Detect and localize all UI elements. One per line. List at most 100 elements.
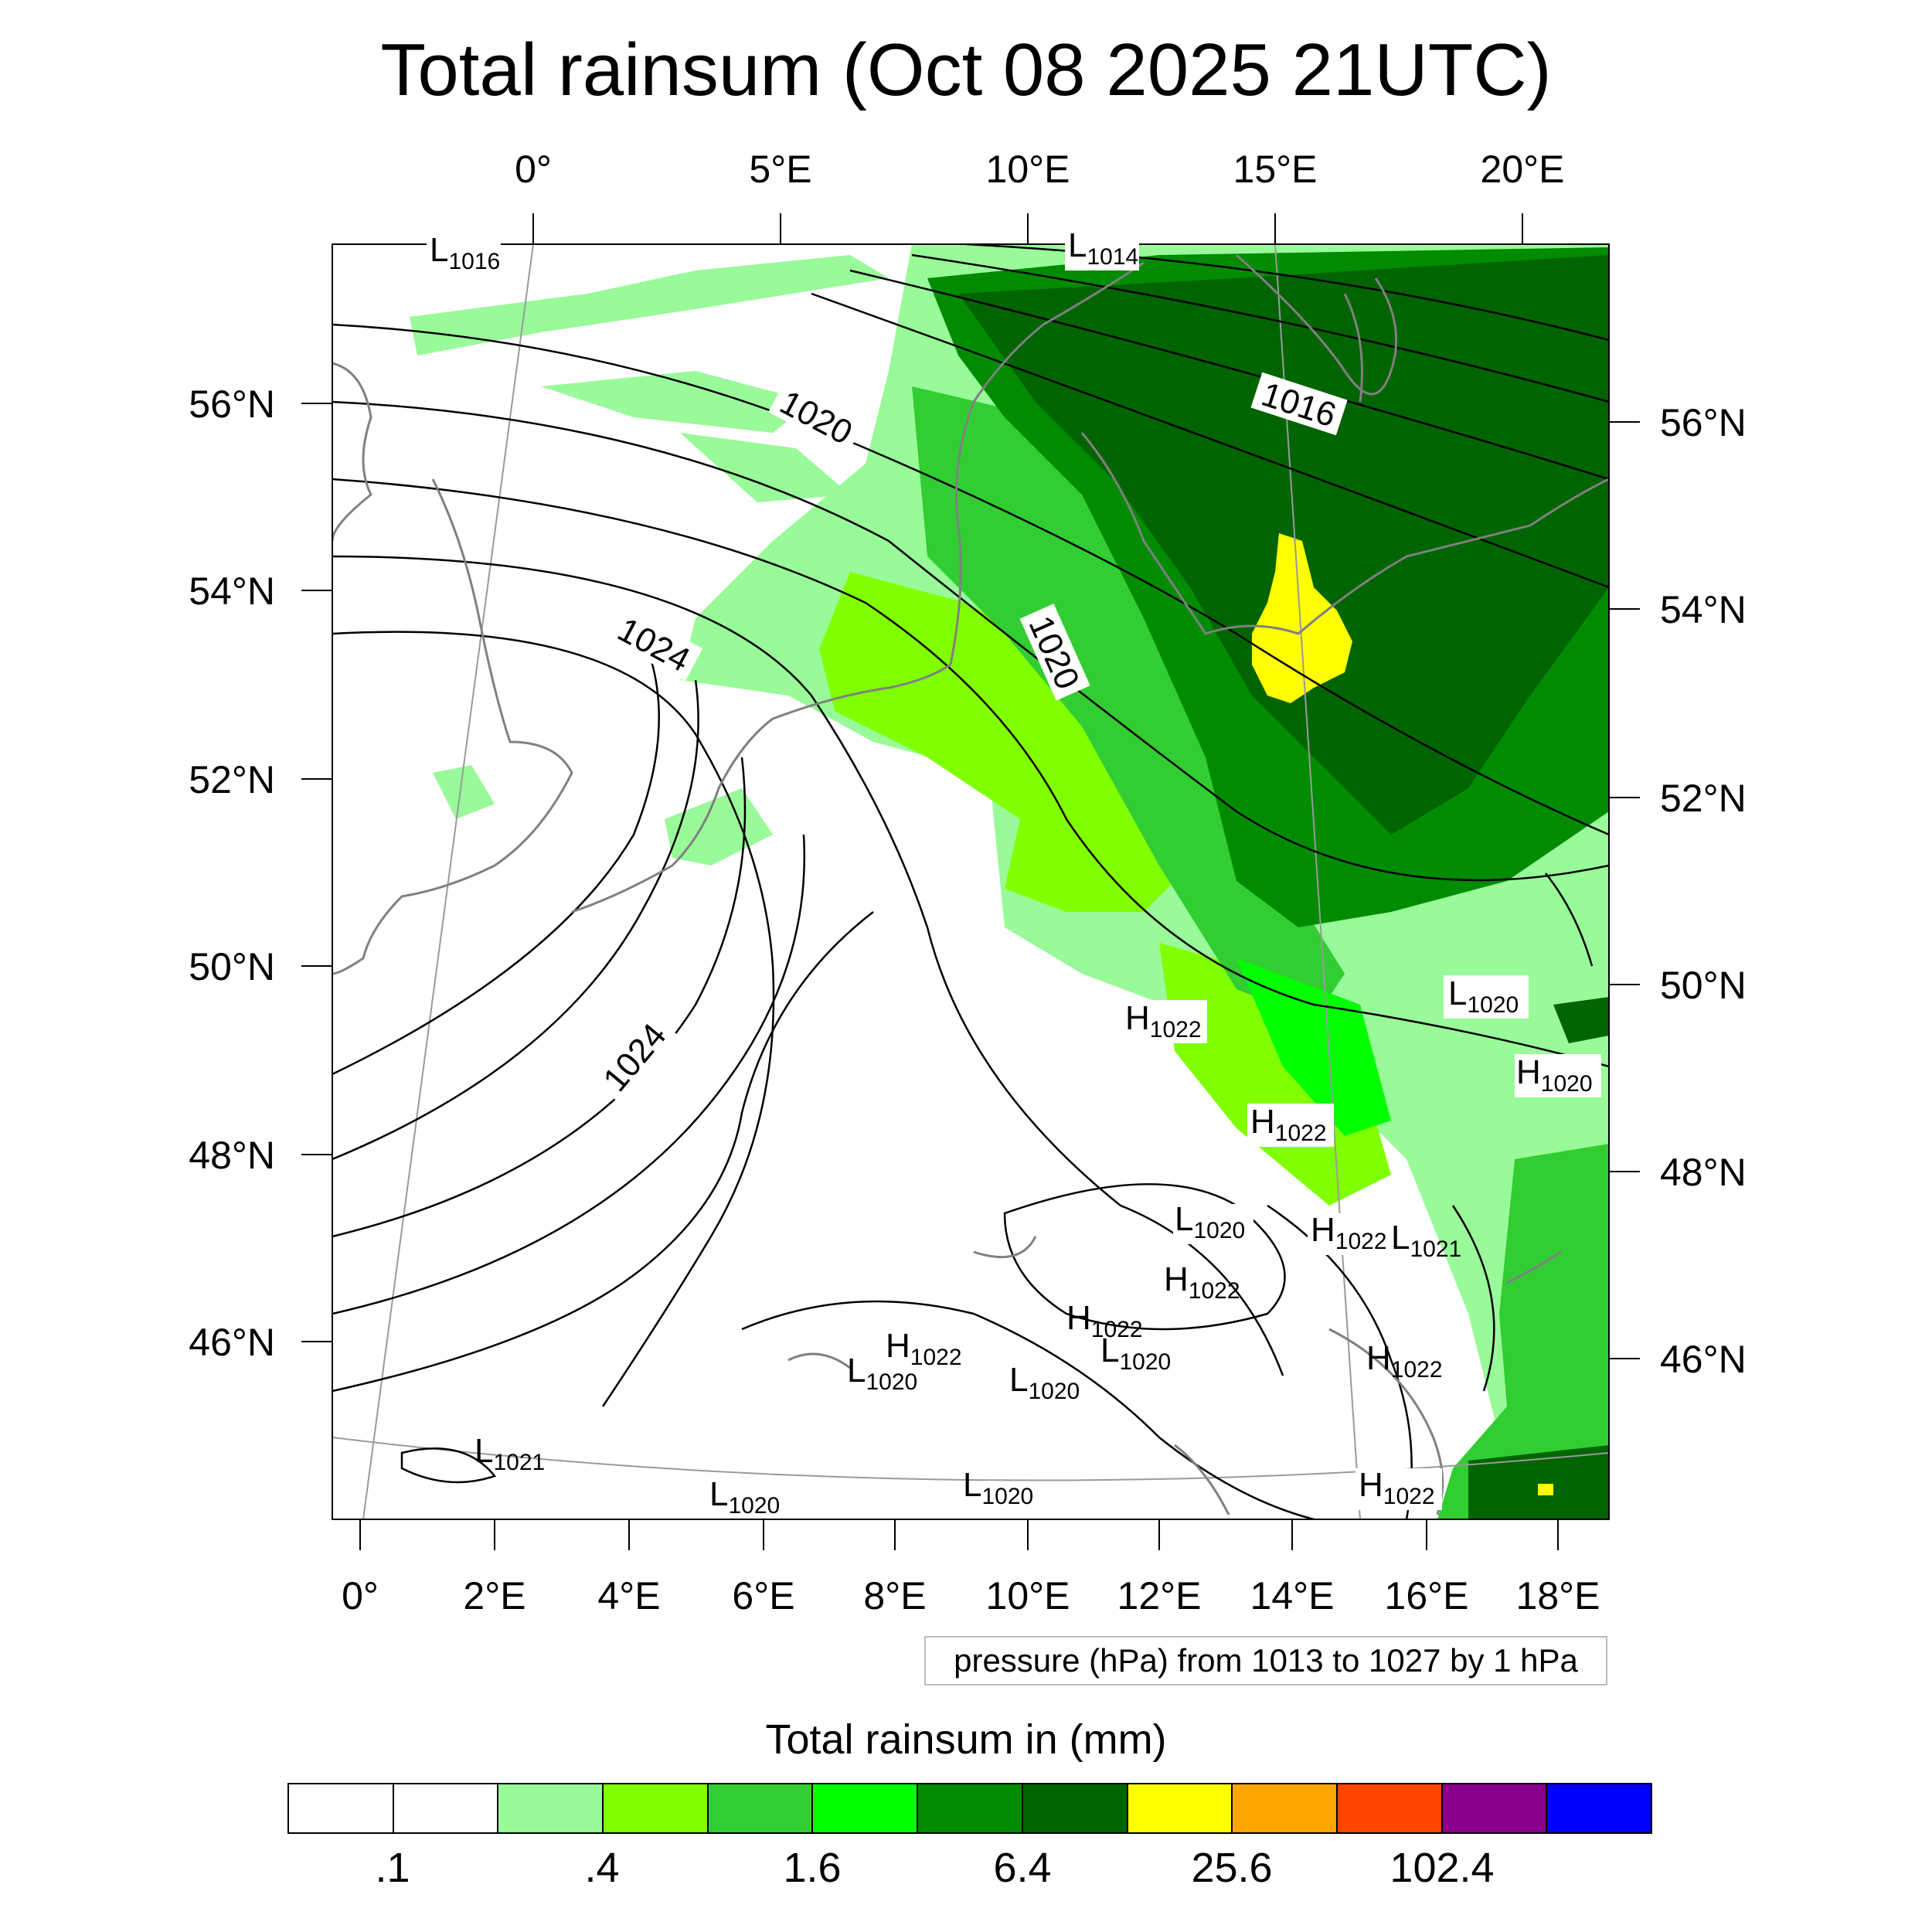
pressure-center-value: 1020 [866,1369,917,1395]
colorbar-label: 1.6 [783,1845,842,1891]
colorbar-swatch [708,1784,814,1832]
pressure-center-value: 1020 [1541,1071,1593,1097]
svg-text:L1020: L1020 [1448,975,1519,1018]
pressure-center-type: H [886,1327,910,1365]
top-lon-label: 15°E [1233,148,1318,191]
svg-text:L1020: L1020 [1175,1200,1245,1243]
pressure-center-high: H1022 [1247,1103,1334,1147]
right-lat-label: 56°N [1660,401,1747,444]
pressure-center-value: 1020 [1028,1379,1080,1404]
svg-text:L1020: L1020 [709,1475,780,1519]
pressure-center-low: L1020 [847,1352,917,1395]
colorbar-swatch [1547,1784,1651,1832]
colorbar-label: 25.6 [1191,1845,1273,1891]
svg-text:H1022: H1022 [1164,1260,1240,1304]
colorbar-swatch [918,1784,1023,1832]
plot-frame [332,243,1610,1520]
legend-title: Total rainsum in (mm) [765,1716,1167,1763]
top-lon-label: 20°E [1481,148,1565,191]
right-lat-label: 46°N [1660,1338,1747,1381]
colorbar-swatch [289,1784,394,1832]
pressure-info-box: pressure (hPa) from 1013 to 1027 by 1 hP… [924,1636,1607,1685]
pressure-centers: L1016 L1014 L1020 H1022 H1020 H1022 L102… [427,226,1601,1519]
pressure-center-type: L [1175,1200,1193,1238]
pressure-center-type: H [1366,1339,1391,1377]
pressure-center-value: 1022 [1391,1357,1443,1383]
pressure-center-value: 1022 [1189,1278,1240,1304]
pressure-center-type: H [1359,1466,1383,1504]
rain-patch-southeast-yellow [1538,1484,1553,1495]
rain-area-yellow-max [1252,533,1352,703]
left-lat-label: 56°N [189,383,275,426]
colorbar-swatch [604,1784,709,1832]
pressure-center-type: L [1068,226,1087,264]
svg-text:H1022: H1022 [1250,1103,1327,1146]
pressure-center-type: H [1066,1299,1091,1337]
colorbar-labels: .1 .4 1.6 6.4 25.6 102.4 [0,1844,1932,1898]
left-lat-label: 52°N [189,758,275,801]
svg-text:L1020: L1020 [1100,1332,1171,1375]
rain-area-bright-green [1236,958,1391,1136]
colorbar-swatch [498,1784,604,1832]
pressure-center-type: L [847,1352,866,1389]
pressure-center-high: H1022 [1366,1339,1443,1383]
pressure-center-high: H1020 [1515,1053,1601,1097]
pressure-center-type: H [1164,1260,1189,1298]
pressure-center-low: L1016 [427,231,501,275]
svg-text:H1022: H1022 [1359,1466,1435,1509]
svg-text:L1021: L1021 [474,1432,545,1475]
right-lat-label: 50°N [1660,964,1747,1007]
pressure-center-value: 1014 [1087,244,1138,270]
pressure-center-value: 1022 [1275,1121,1327,1146]
pressure-center-high: H1022 [1066,1299,1143,1342]
left-lat-label: 50°N [189,945,275,988]
frame-ticks [301,213,1640,1550]
rain-streak-north-3 [680,433,850,502]
pressure-center-high: H1022 [886,1327,962,1370]
pressure-center-value: 1022 [910,1345,962,1370]
pressure-center-type: L [709,1475,728,1513]
pressure-center-type: H [1250,1103,1275,1141]
left-lat-label: 46°N [189,1321,275,1364]
pressure-center-value: 1020 [1193,1218,1245,1243]
pressure-center-type: L [1009,1361,1028,1399]
colorbar-swatch [1442,1784,1548,1832]
svg-text:L1021: L1021 [1391,1219,1461,1262]
bottom-lon-label: 0° [342,1574,379,1617]
pressure-center-low: L1020 [1100,1332,1171,1375]
pressure-center-type: H [1311,1211,1335,1249]
right-lat-label: 52°N [1660,777,1747,820]
pressure-center-low: L1020 [1444,975,1529,1019]
svg-text:H1022: H1022 [1066,1299,1143,1342]
colorbar-label: .1 [375,1845,410,1891]
pressure-center-value: 1020 [728,1493,780,1519]
bottom-lon-label: 4°E [597,1574,660,1617]
rain-area-southeast [1437,1144,1609,1519]
graticule [332,244,1609,1519]
colorbar [287,1783,1652,1834]
svg-text:H1022: H1022 [886,1327,962,1370]
left-lat-label: 48°N [189,1134,275,1177]
pressure-center-type: H [1125,999,1150,1037]
top-lon-labels: 0° 5°E 10°E 15°E 20°E [515,148,1564,191]
svg-text:H1022: H1022 [1366,1339,1443,1383]
top-lon-label: 5°E [749,148,811,191]
pressure-center-low: L1020 [1009,1361,1080,1404]
pressure-center-value: 1021 [493,1450,545,1475]
pressure-center-value: 1022 [1091,1317,1143,1342]
contour-label-1020: 1020 [774,383,858,452]
right-lat-label: 48°N [1660,1151,1747,1194]
colorbar-swatch [1337,1784,1443,1832]
top-lon-label: 0° [515,148,552,191]
svg-text:H1022: H1022 [1125,999,1202,1043]
pressure-center-value: 1016 [448,249,500,274]
bottom-lon-label: 6°E [732,1574,794,1617]
top-lon-label: 10°E [986,148,1070,191]
pressure-center-value: 1020 [1467,992,1519,1018]
colorbar-label: .4 [584,1845,620,1891]
svg-text:H1022: H1022 [1311,1211,1387,1254]
svg-text:L1016: L1016 [430,231,500,274]
pressure-center-low: L1014 [1065,226,1139,270]
rain-area-southeast-dark [1468,1445,1609,1519]
